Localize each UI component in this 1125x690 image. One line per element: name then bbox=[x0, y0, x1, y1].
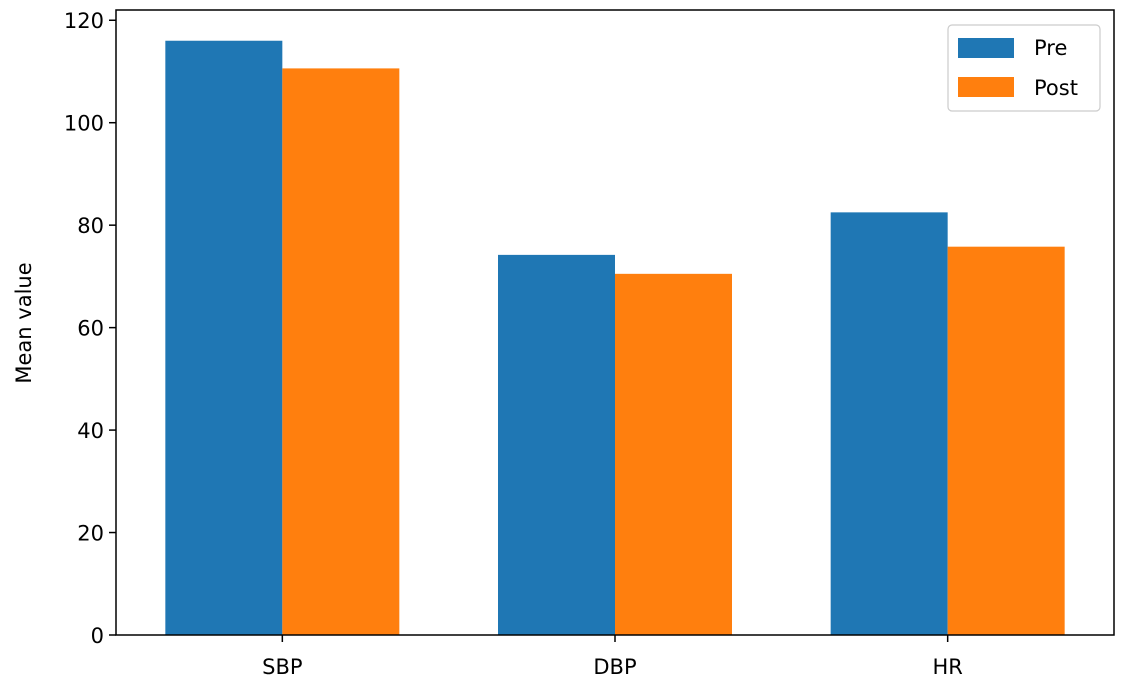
y-tick-label: 120 bbox=[64, 9, 104, 33]
y-tick-label: 20 bbox=[77, 522, 104, 546]
legend-label-post: Post bbox=[1034, 76, 1078, 100]
legend: Pre Post bbox=[947, 24, 1101, 112]
y-tick-label: 60 bbox=[77, 317, 104, 341]
y-tick-label: 100 bbox=[64, 112, 104, 136]
legend-swatch-pre bbox=[958, 38, 1014, 58]
x-tick-label: HR bbox=[932, 655, 962, 679]
bar-pre-sbp bbox=[165, 40, 283, 635]
bar-pre-dbp bbox=[498, 254, 615, 635]
y-tick-label: 0 bbox=[91, 624, 104, 648]
plot-frame bbox=[115, 9, 1115, 636]
bar-post-sbp bbox=[282, 68, 400, 636]
bar-post-dbp bbox=[615, 273, 732, 635]
ticks-layer: SBP DBP HR 0 20 40 60 80 100 120 bbox=[64, 9, 963, 679]
bar-post-hr bbox=[947, 246, 1065, 635]
bar-pre-hr bbox=[830, 212, 948, 635]
legend-swatch-post bbox=[958, 77, 1014, 97]
bars-layer bbox=[165, 40, 1065, 636]
y-axis-label: Mean value bbox=[12, 262, 36, 383]
y-tick-label: 80 bbox=[77, 214, 104, 238]
y-tick-label: 40 bbox=[77, 419, 104, 443]
x-tick-label: DBP bbox=[593, 655, 636, 679]
x-tick-label: SBP bbox=[262, 655, 302, 679]
legend-label-pre: Pre bbox=[1034, 36, 1067, 60]
